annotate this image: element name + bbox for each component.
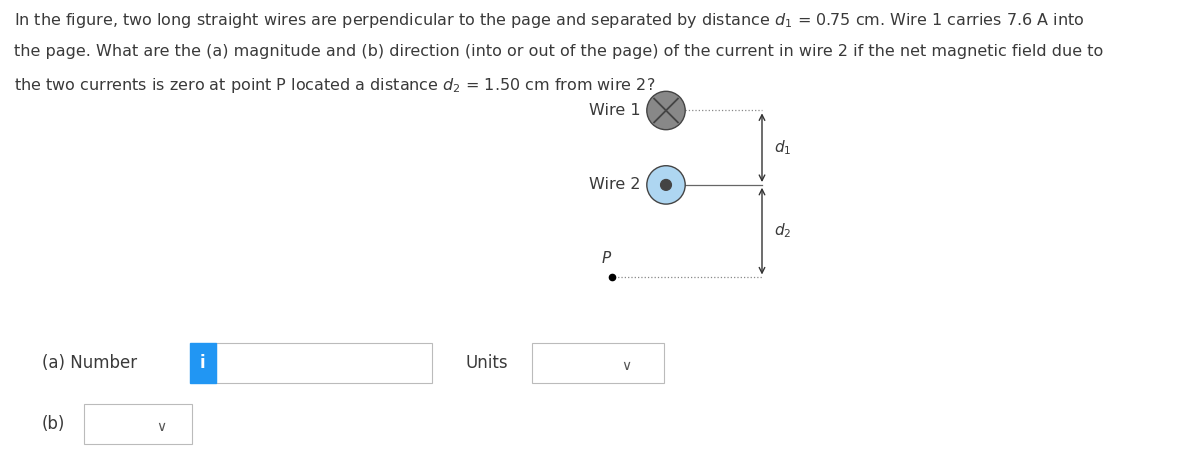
Text: In the figure, two long straight wires are perpendicular to the page and separat: In the figure, two long straight wires a…	[14, 11, 1085, 30]
FancyBboxPatch shape	[190, 343, 216, 383]
Text: Wire 2: Wire 2	[589, 177, 641, 193]
Text: the page. What are the (a) magnitude and (b) direction (into or out of the page): the page. What are the (a) magnitude and…	[14, 44, 1104, 59]
FancyBboxPatch shape	[84, 404, 192, 444]
FancyBboxPatch shape	[216, 343, 432, 383]
Ellipse shape	[647, 91, 685, 130]
Text: (b): (b)	[42, 415, 65, 433]
Text: P: P	[601, 251, 611, 266]
Text: Wire 1: Wire 1	[589, 103, 641, 118]
Text: $d_2$: $d_2$	[774, 222, 791, 240]
Ellipse shape	[647, 166, 685, 204]
Text: ∨: ∨	[157, 419, 167, 434]
Text: the two currents is zero at point P located a distance $d_2$ = 1.50 cm from wire: the two currents is zero at point P loca…	[14, 76, 655, 95]
Text: Units: Units	[466, 354, 509, 372]
Text: ∨: ∨	[622, 359, 631, 373]
FancyBboxPatch shape	[532, 343, 664, 383]
Text: $d_1$: $d_1$	[774, 138, 791, 157]
Text: (a) Number: (a) Number	[42, 354, 137, 372]
Text: i: i	[200, 354, 205, 372]
Ellipse shape	[661, 179, 671, 190]
